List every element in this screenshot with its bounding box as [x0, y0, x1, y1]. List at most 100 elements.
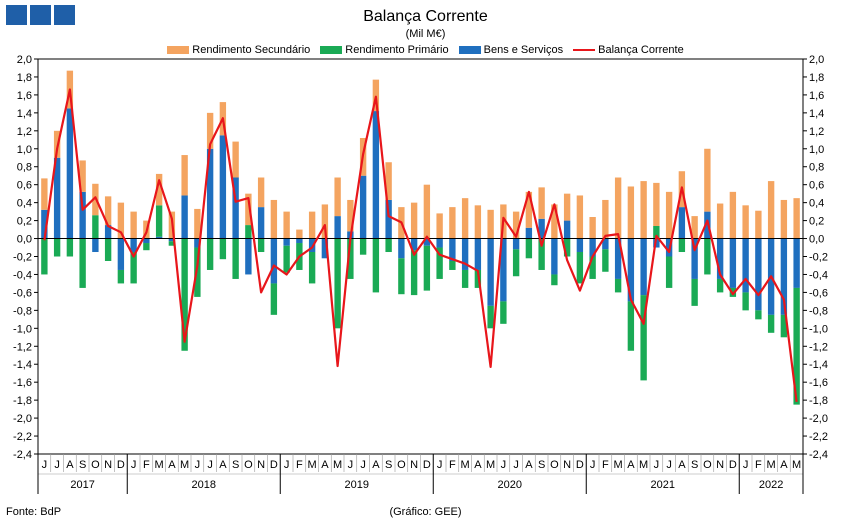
bar-secundario — [130, 211, 137, 239]
bar-secundario — [117, 202, 125, 239]
y-tick-label: -1,0 — [809, 323, 828, 335]
bar-primario — [41, 238, 48, 275]
x-tick-label: J — [54, 459, 60, 471]
bar-primario — [117, 269, 125, 284]
bar-bens — [92, 238, 99, 253]
bar-bens — [372, 111, 380, 239]
bar-bens — [487, 238, 494, 306]
y-tick-label: -2,0 — [13, 413, 32, 425]
x-tick-label: O — [703, 459, 712, 471]
y-tick-label: -0,6 — [13, 287, 32, 299]
bar-secundario — [627, 186, 635, 239]
y-tick-label: -1,0 — [13, 323, 32, 335]
bar-primario — [563, 238, 571, 257]
bar-secundario — [742, 205, 749, 239]
bar-bens — [130, 238, 137, 253]
bar-secundario — [385, 162, 392, 200]
bar-primario — [283, 245, 290, 273]
bar-bens — [245, 238, 252, 275]
bar-primario — [755, 310, 762, 320]
bar-bens — [461, 238, 469, 270]
bar-bens — [423, 238, 431, 246]
bar-primario — [104, 238, 112, 261]
bar-bens — [181, 195, 188, 239]
legend-swatch-primario — [320, 46, 343, 54]
x-tick-label: A — [627, 459, 635, 471]
bar-primario — [334, 238, 341, 329]
bar-bens — [143, 238, 150, 244]
bar-bens — [283, 238, 290, 246]
y-tick-label: -1,4 — [13, 359, 32, 371]
bar-secundario — [474, 205, 482, 239]
y-tick-label: 1,0 — [809, 144, 824, 156]
x-tick-label: F — [602, 459, 609, 471]
y-tick-label: -0,8 — [13, 305, 32, 317]
logo — [6, 5, 75, 25]
bar-primario — [181, 238, 188, 351]
y-tick-label: 0,4 — [17, 198, 32, 210]
chart-title: Balança Corrente — [363, 8, 488, 25]
bar-bens — [589, 238, 596, 257]
bar-primario — [551, 274, 558, 286]
y-tick-label: 1,8 — [17, 72, 32, 84]
bar-primario — [436, 247, 443, 279]
bar-primario — [691, 278, 698, 306]
bar-secundario — [347, 199, 354, 232]
logo-block — [6, 5, 27, 25]
bar-primario — [347, 238, 354, 279]
y-tick-label: -2,2 — [13, 431, 32, 443]
x-tick-label: N — [410, 459, 418, 471]
x-tick-label: S — [232, 459, 239, 471]
bar-primario — [232, 238, 239, 279]
y-tick-label: -1,8 — [13, 395, 32, 407]
bar-secundario — [41, 178, 48, 210]
x-tick-label: M — [308, 459, 317, 471]
year-label: 2021 — [651, 479, 675, 491]
x-tick-label: J — [743, 459, 749, 471]
y-tick-label: -0,4 — [13, 269, 32, 281]
bar-primario — [130, 252, 137, 284]
bar-bens — [627, 238, 635, 302]
bar-primario — [245, 225, 252, 239]
bar-bens — [53, 157, 61, 239]
bar-secundario — [602, 199, 609, 239]
bar-primario — [168, 241, 176, 246]
bar-secundario — [321, 204, 329, 239]
y-tick-label: 0,8 — [17, 162, 32, 174]
bar-bens — [398, 238, 405, 259]
bar-primario — [155, 205, 163, 237]
bar-primario — [512, 249, 520, 277]
bar-secundario — [780, 199, 788, 239]
bar-secundario — [704, 148, 711, 212]
x-tick-label: M — [639, 459, 648, 471]
bar-bens — [729, 238, 737, 288]
x-tick-label: M — [180, 459, 189, 471]
bar-secundario — [104, 196, 112, 226]
bar-bens — [500, 238, 507, 302]
bar-bens — [155, 236, 163, 239]
bar-bens — [296, 238, 303, 244]
x-tick-label: A — [678, 459, 686, 471]
bar-bens — [538, 218, 545, 239]
x-tick-label: M — [614, 459, 623, 471]
bar-primario — [487, 305, 494, 329]
year-label: 2017 — [70, 479, 94, 491]
y-tick-label: 1,6 — [809, 90, 824, 102]
legend-swatch-bens — [458, 46, 481, 54]
bar-bens — [742, 238, 749, 293]
bar-primario — [461, 269, 469, 288]
x-tick-label: J — [284, 459, 290, 471]
y-tick-label: 1,8 — [809, 72, 824, 84]
bar-secundario — [716, 203, 724, 239]
x-tick-label: J — [666, 459, 672, 471]
x-tick-label: O — [550, 459, 559, 471]
bar-bens — [168, 238, 176, 242]
bar-secundario — [653, 182, 660, 226]
x-tick-label: A — [219, 459, 227, 471]
y-tick-label: -0,2 — [13, 252, 32, 264]
bar-secundario — [551, 204, 558, 239]
bar-bens — [117, 238, 125, 270]
logo-block — [54, 5, 75, 25]
x-tick-label: M — [155, 459, 164, 471]
x-tick-label: S — [79, 459, 86, 471]
